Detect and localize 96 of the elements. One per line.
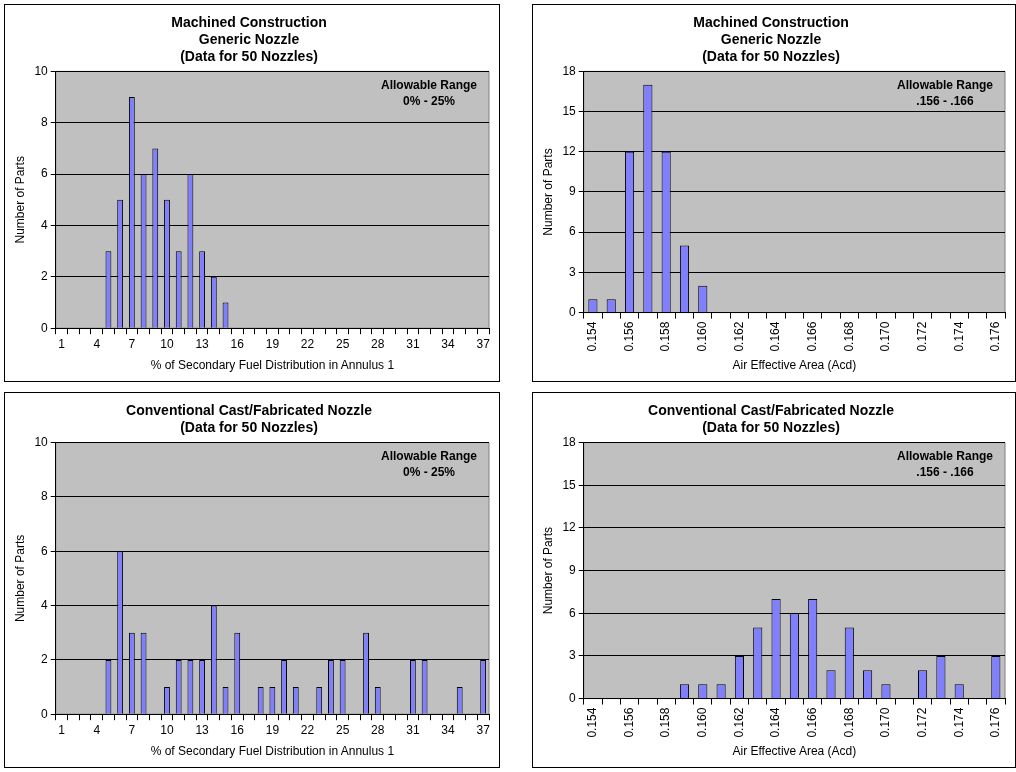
x-tick-label: 13 [195, 336, 210, 351]
x-tick-label: 0.174 [951, 321, 966, 352]
y-tick-label: 15 [562, 477, 577, 492]
x-tick-label: 10 [160, 722, 174, 737]
y-tick-label: 3 [569, 264, 577, 279]
chart-title: Machined Construction Generic Nozzle (Data for 50 Nozzles) [171, 14, 327, 64]
x-tick-label: 22 [300, 722, 315, 737]
y-tick-label: 2 [41, 652, 49, 667]
y-tick-label: 4 [41, 217, 49, 232]
y-tick-label: 4 [41, 597, 49, 612]
x-tick-label: 28 [371, 336, 385, 351]
y-axis-title: Number of Parts [540, 526, 555, 615]
y-axis-title: Number of Parts [12, 156, 27, 244]
y-tick-label: 9 [569, 562, 577, 577]
y-tick-label: 0 [569, 304, 577, 319]
x-tick-label: 34 [441, 336, 456, 351]
x-tick-label: 28 [371, 722, 385, 737]
annotation: Allowable Range [896, 77, 994, 92]
y-tick-label: 0 [569, 690, 577, 705]
y-axis-title: Number of Parts [12, 534, 27, 623]
x-tick-label: 0.160 [695, 707, 710, 738]
x-tick-label: 19 [265, 336, 280, 351]
x-tick-label: 25 [335, 336, 350, 351]
x-tick-label: 0.168 [841, 321, 856, 352]
y-tick-label: 6 [41, 543, 49, 558]
x-tick-label: 0.162 [731, 321, 746, 352]
annotation: .156 - .166 [916, 93, 974, 108]
y-tick-label: 12 [562, 520, 577, 535]
x-tick-label: 0.166 [805, 707, 819, 738]
x-tick-label: 0.154 [585, 321, 600, 352]
chart-title: Conventional Cast/Fabricated Nozzle (Data for 50 Nozzles) [126, 402, 373, 436]
y-tick-label: 10 [34, 434, 49, 449]
x-axis-title: % of Secondary Fuel Distribution in Annulus 1 [150, 358, 395, 373]
x-tick-label: 22 [300, 336, 315, 351]
x-tick-label: 19 [265, 722, 280, 737]
y-tick-label: 0 [41, 320, 49, 335]
annotation: Allowable Range [380, 448, 478, 463]
x-tick-label: 31 [406, 336, 420, 351]
y-tick-label: 2 [41, 269, 49, 284]
chart-title: Conventional Cast/Fabricated Nozzle (Data for 50 Nozzles) [648, 402, 895, 436]
x-tick-label: 4 [93, 336, 101, 351]
x-tick-label: 7 [128, 336, 136, 351]
x-tick-label: 0.162 [731, 707, 746, 738]
annotation: 0% - 25% [402, 93, 456, 108]
y-tick-label: 0 [41, 706, 49, 721]
y-tick-label: 10 [34, 63, 49, 78]
x-axis-title: % of Secondary Fuel Distribution in Annulus 1 [150, 744, 395, 759]
x-tick-label: 4 [93, 722, 101, 737]
x-tick-label: 0.156 [621, 707, 636, 738]
y-tick-label: 8 [41, 489, 49, 504]
x-tick-label: 0.158 [658, 321, 673, 352]
x-tick-label: 34 [441, 722, 456, 737]
x-tick-label: 0.164 [768, 321, 783, 352]
y-tick-label: 18 [562, 63, 577, 78]
x-tick-label: 25 [335, 722, 350, 737]
y-tick-label: 18 [562, 434, 577, 449]
x-tick-label: 0.164 [768, 707, 783, 738]
x-tick-label: 1 [58, 336, 66, 351]
x-tick-label: 0.170 [878, 321, 893, 352]
x-tick-label: 31 [406, 722, 420, 737]
annotation: Allowable Range [896, 448, 994, 463]
x-tick-label: 16 [230, 336, 245, 351]
y-tick-label: 12 [562, 144, 577, 159]
x-tick-label: 0.168 [841, 707, 856, 738]
x-tick-label: 0.170 [878, 707, 893, 738]
x-tick-label: 0.172 [914, 321, 929, 352]
y-tick-label: 6 [569, 605, 577, 620]
annotation: 0% - 25% [402, 464, 456, 479]
y-tick-label: 3 [569, 648, 577, 663]
y-tick-label: 6 [569, 224, 577, 239]
x-tick-label: 0.176 [988, 321, 1003, 352]
x-tick-label: 0.154 [585, 707, 600, 738]
y-tick-label: 9 [569, 184, 577, 199]
x-tick-label: 0.172 [914, 707, 929, 738]
x-tick-label: 0.158 [658, 707, 673, 738]
chart-title: Machined Construction Generic Nozzle (Data for 50 Nozzles) [693, 14, 849, 64]
x-tick-label: 10 [160, 336, 174, 351]
x-tick-label: 37 [476, 722, 491, 737]
x-tick-label: 16 [230, 722, 245, 737]
x-tick-label: 37 [476, 336, 491, 351]
x-tick-label: 0.166 [805, 321, 819, 352]
x-tick-label: 0.156 [621, 321, 636, 352]
x-tick-label: 0.176 [988, 707, 1003, 738]
x-tick-label: 1 [58, 722, 66, 737]
y-tick-label: 6 [41, 166, 49, 181]
x-tick-label: 7 [128, 722, 136, 737]
x-axis-title: Air Effective Area (Acd) [732, 744, 857, 759]
y-tick-label: 8 [41, 115, 49, 130]
annotation: Allowable Range [380, 77, 478, 92]
x-axis-title: Air Effective Area (Acd) [732, 358, 857, 373]
x-tick-label: 0.160 [695, 321, 710, 352]
x-tick-label: 0.174 [951, 707, 966, 738]
annotation: .156 - .166 [916, 464, 974, 479]
y-axis-title: Number of Parts [540, 148, 555, 236]
y-tick-label: 15 [562, 103, 577, 118]
x-tick-label: 13 [195, 722, 210, 737]
